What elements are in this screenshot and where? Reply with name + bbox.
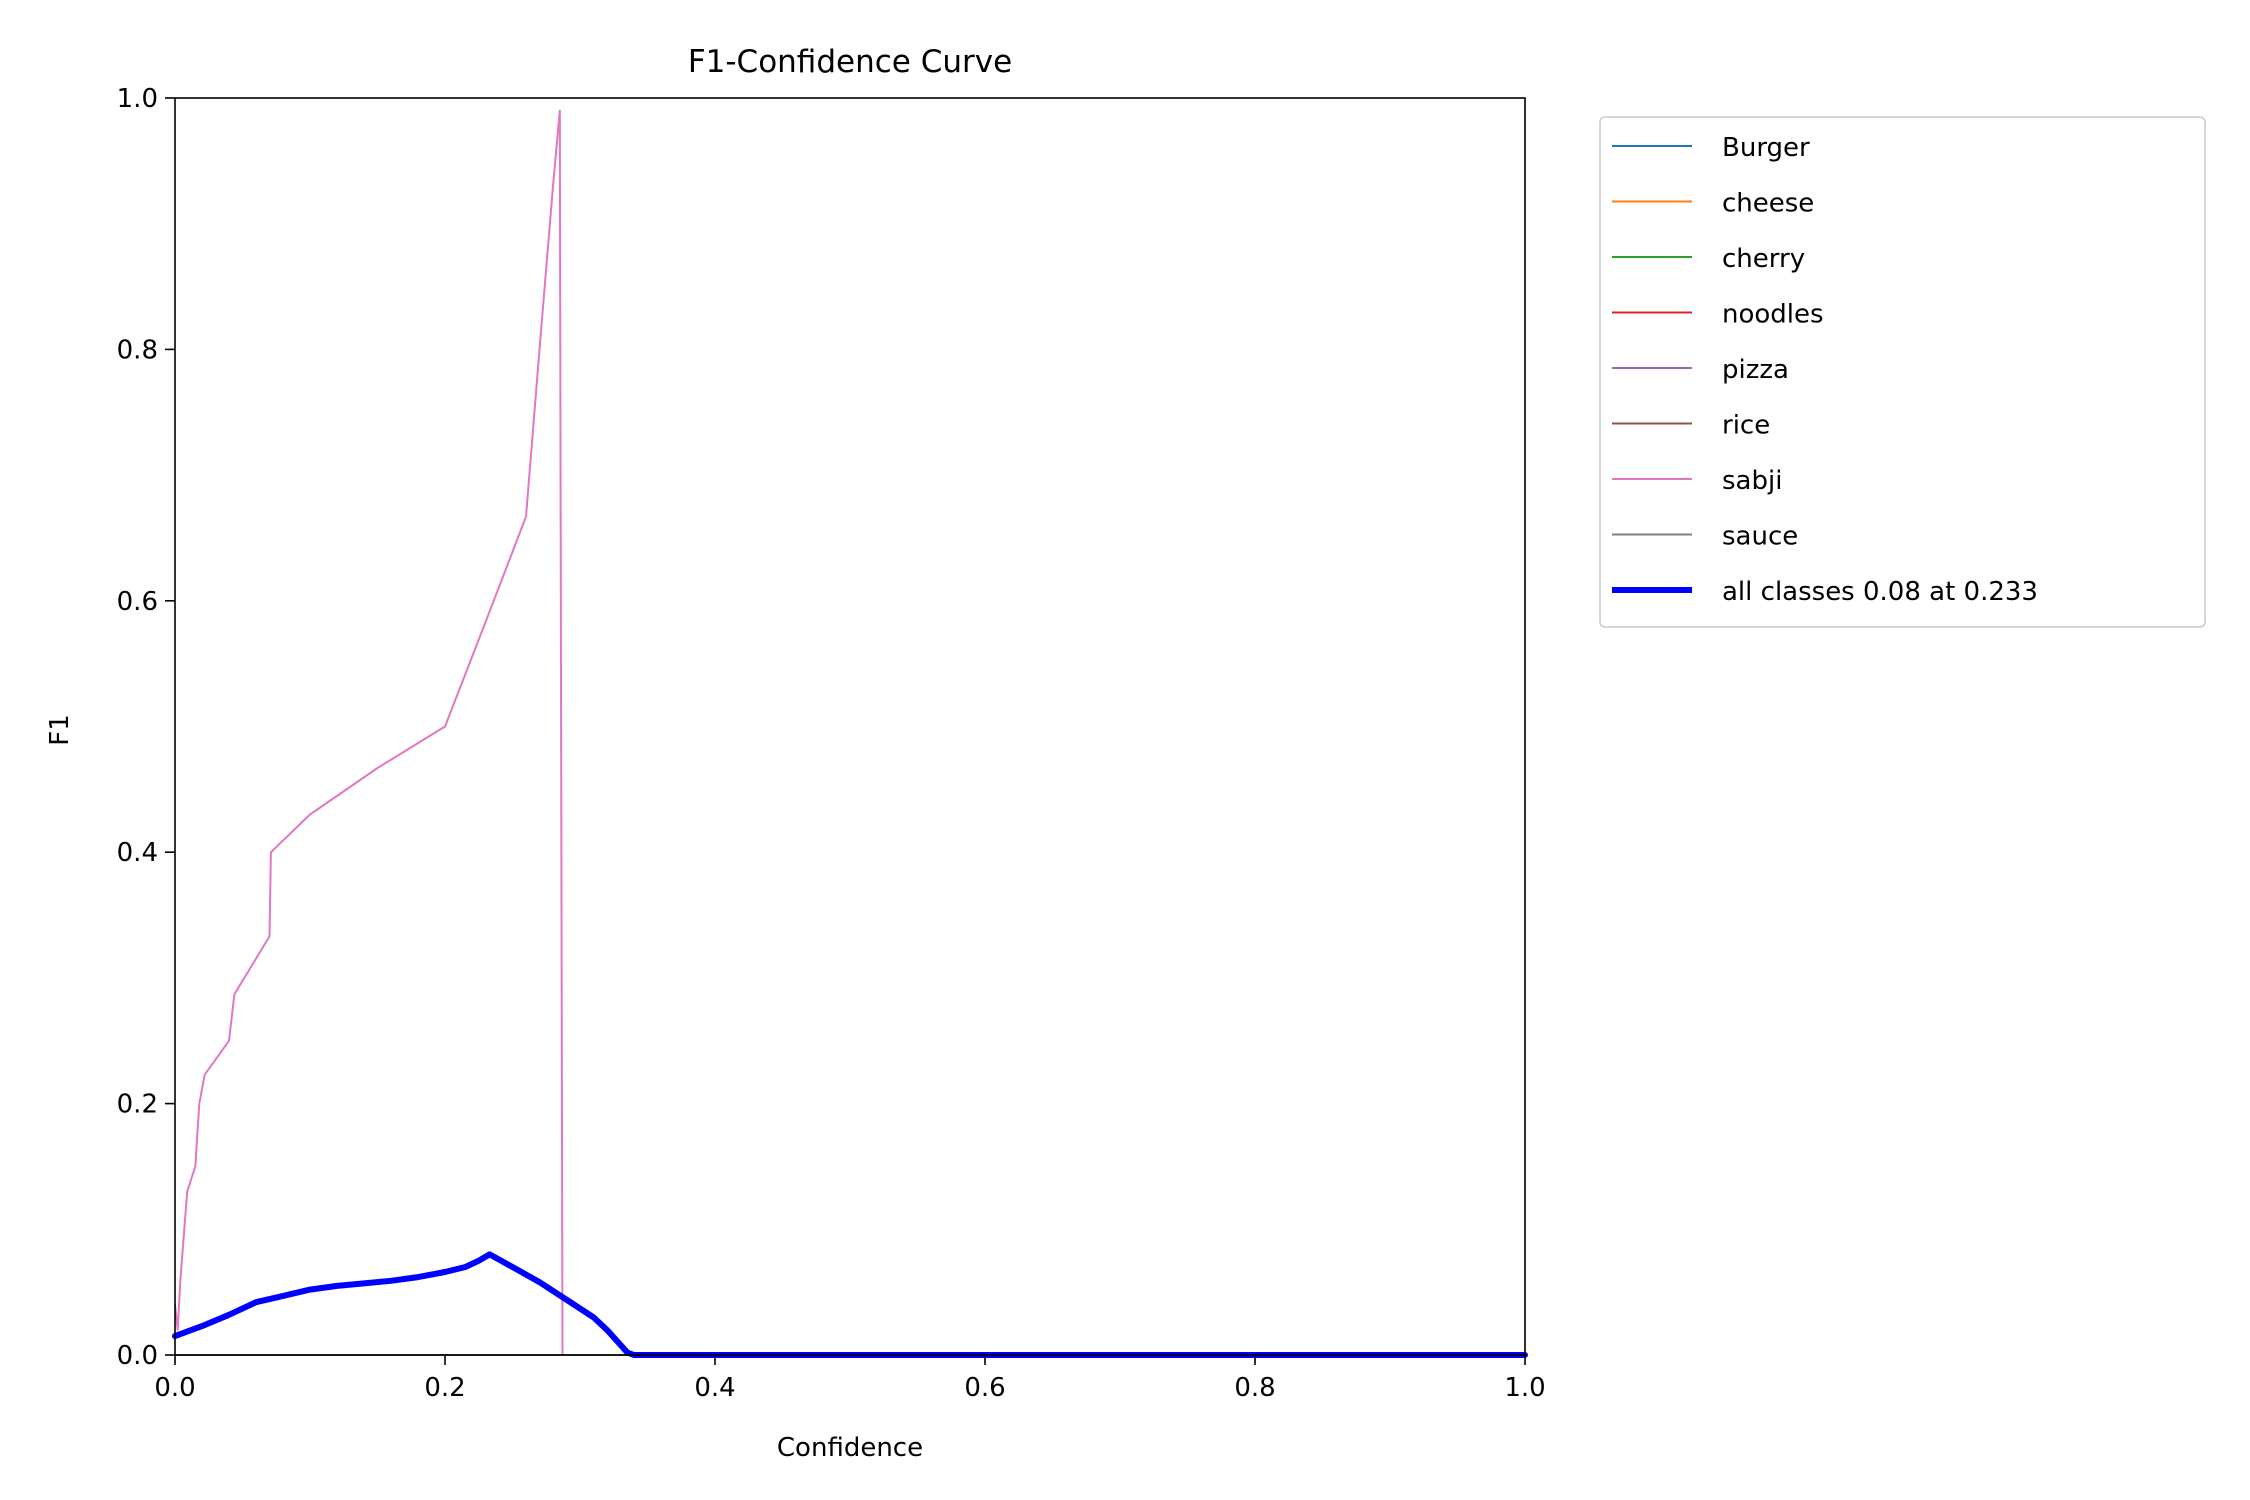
x-axis: 0.0 0.2 0.4 0.6 0.8 1.0 (154, 1355, 1546, 1403)
legend-label: noodles (1722, 300, 1824, 330)
x-tick-label: 0.6 (964, 1373, 1005, 1403)
y-axis: 0.0 0.2 0.4 0.6 0.8 1.0 (117, 84, 175, 1371)
y-tick-label: 0.8 (117, 335, 158, 365)
series-line-all-all (172, 1251, 1528, 1358)
x-tick-label: 0.0 (154, 1373, 195, 1403)
legend-label: cherry (1722, 244, 1805, 274)
y-tick-label: 0.6 (117, 587, 158, 617)
y-tick-label: 0.2 (117, 1090, 158, 1120)
legend-label: sauce (1722, 522, 1798, 552)
plot-area (175, 98, 1525, 1355)
legend: Burger cheese cherry noodles pizza rice sabji s… (1599, 116, 2206, 628)
legend-label: Burger (1722, 133, 1810, 163)
y-axis-label: F1 (45, 714, 75, 746)
y-tick-label: 0.0 (117, 1341, 158, 1371)
x-tick-label: 1.0 (1504, 1373, 1545, 1403)
legend-frame (1599, 116, 2206, 628)
legend-label: cheese (1722, 189, 1814, 219)
legend-label: all classes 0.08 at 0.233 (1722, 577, 2038, 607)
series-line-sabji (174, 109, 1526, 1356)
legend-label: rice (1722, 411, 1770, 441)
plot-frame (174, 97, 1526, 1356)
legend-label: pizza (1722, 355, 1789, 385)
x-tick-label: 0.4 (694, 1373, 735, 1403)
y-tick-label: 0.4 (117, 838, 158, 868)
x-tick-label: 0.2 (424, 1373, 465, 1403)
chart-title: F1-Confidence Curve (688, 44, 1012, 80)
legend-label: sabji (1722, 466, 1782, 496)
y-tick-label: 1.0 (117, 84, 158, 114)
x-tick-label: 0.8 (1234, 1373, 1275, 1403)
x-axis-label: Confidence (777, 1433, 923, 1463)
